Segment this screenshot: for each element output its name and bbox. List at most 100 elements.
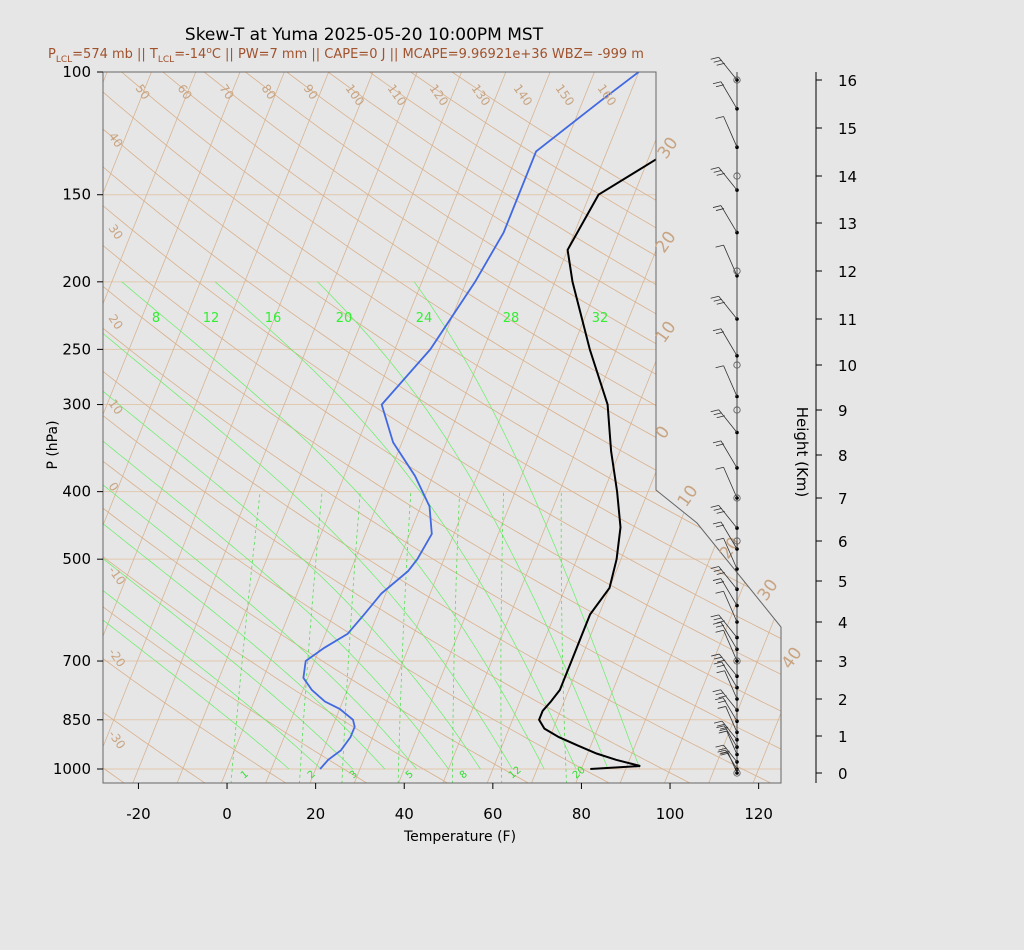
height-tick-label: 16 (838, 72, 857, 90)
chart-title: Skew-T at Yuma 2025-05-20 10:00PM MST (185, 25, 544, 45)
y-axis-title: P (hPa) (45, 420, 61, 469)
wind-barb-feather (712, 81, 722, 85)
wind-barb-feather (720, 726, 729, 730)
subtitle-rest: C || PW=7 mm || CAPE=0 J || MCAPE=9.9692… (212, 47, 644, 62)
wind-barb-feather (711, 653, 720, 657)
wind-barb (723, 116, 738, 148)
dry-adiabat-line (121, 72, 781, 783)
wind-barb-feather (716, 725, 725, 729)
y-tick-label: 300 (62, 396, 91, 414)
moist-adiabat-line (317, 281, 609, 770)
subtitle-t-lcl-value: =-14 (174, 47, 206, 62)
wind-barb-feather (715, 443, 725, 447)
dry-adiabat-line (103, 72, 369, 783)
sounding-series (302, 72, 781, 770)
x-tick-label: 0 (222, 805, 232, 823)
mixing-ratio-label: 3 (348, 769, 360, 782)
barb-ring (733, 494, 741, 502)
x-tick-label: 120 (744, 805, 773, 823)
wind-barb-feather (717, 659, 726, 663)
barb-ring (733, 769, 741, 777)
wind-barb-feather (717, 700, 727, 704)
moist-adiabat-label: 12 (203, 311, 220, 326)
y-tick-label: 200 (62, 273, 91, 291)
wind-barb-feather (713, 298, 722, 302)
dry-adiabat-line (103, 72, 773, 783)
isotherm-line (103, 72, 285, 783)
plot-fill (103, 72, 781, 783)
wind-barb (720, 521, 738, 550)
wind-barb-feather (715, 466, 724, 470)
height-tick-label: 15 (838, 120, 857, 138)
dry-adiabat-line (103, 72, 781, 783)
wind-barb (723, 591, 738, 623)
wind-barb (720, 328, 738, 357)
wind-barb-feather (716, 62, 725, 66)
wind-barb-feather (715, 581, 725, 584)
moist-adiabat-line (103, 281, 513, 770)
isotherm-line (103, 72, 330, 783)
isotherm-line (103, 72, 374, 783)
wind-barb-feather (716, 664, 725, 668)
wind-barb-feather (710, 295, 719, 299)
dry-adiabat-line (103, 72, 781, 783)
plot-border (102, 71, 782, 784)
wind-barb (718, 505, 738, 529)
subtitle-t-lcl-sub: LCL (158, 55, 174, 65)
x-tick-label: -20 (126, 805, 151, 823)
moist-adiabat-line (103, 281, 481, 770)
isotherm-line (886, 72, 1024, 784)
wind-barb-feather (713, 617, 722, 621)
wind-barb (720, 205, 738, 233)
barb-ring (733, 267, 741, 275)
isotherm-line (930, 72, 1024, 784)
y-tick-label: 700 (62, 652, 91, 670)
moist-adiabat-line (103, 281, 385, 770)
moist-adiabat-line (214, 281, 577, 770)
moist-adiabat-label: 28 (503, 311, 520, 326)
wind-barb (723, 365, 738, 397)
wind-barb (718, 614, 738, 638)
isotherm-line (1019, 72, 1024, 784)
wind-barb-feather (713, 569, 722, 572)
barb-ring (733, 537, 741, 545)
subtitle-p-lcl-value: =574 mb || T (72, 47, 158, 62)
mixing-ratio-label: 2 (306, 769, 318, 782)
wind-barb (718, 57, 738, 81)
dry-adiabat-line (103, 72, 781, 783)
temperature-line (537, 72, 781, 770)
wind-barb (722, 697, 738, 722)
wind-barb-feather (716, 572, 725, 575)
wind-barb-feather (710, 409, 719, 413)
wind-barb-feather (715, 244, 724, 248)
height-tick-label: 4 (838, 614, 848, 632)
y-tick-label: 100 (62, 63, 91, 81)
wind-barb-feather (712, 689, 721, 693)
wind-barb-feather (718, 695, 727, 699)
isotherm-line (841, 72, 1024, 784)
moist-adiabat-label: 8 (152, 311, 160, 326)
barb-ring (733, 406, 741, 414)
wind-barb-feather (717, 706, 726, 709)
dewpoint-line (302, 72, 640, 770)
x-tick-label: 80 (572, 805, 591, 823)
moist-adiabat-label: 24 (416, 311, 433, 326)
height-tick-label: 0 (838, 765, 848, 783)
wind-barb-feather (716, 301, 725, 305)
wind-barb-feather (715, 624, 725, 628)
y-tick-label: 400 (62, 483, 91, 501)
isotherm-line (103, 72, 241, 783)
plot-background (103, 72, 781, 783)
wind-barb-feather (710, 614, 719, 618)
height-tick-label: 10 (838, 357, 857, 375)
wind-barb-feather (714, 720, 723, 724)
moist-adiabat-label: 32 (592, 311, 609, 326)
dry-adiabat-line (103, 72, 207, 783)
mixing-ratio-label: 5 (404, 769, 416, 782)
moist-adiabat-line (121, 281, 545, 770)
wind-barb-feather (720, 752, 729, 756)
wind-barb-feather (712, 328, 722, 332)
wind-barb-feather (713, 661, 722, 665)
height-tick-label: 11 (838, 311, 857, 329)
isotherm-line (974, 72, 1024, 784)
